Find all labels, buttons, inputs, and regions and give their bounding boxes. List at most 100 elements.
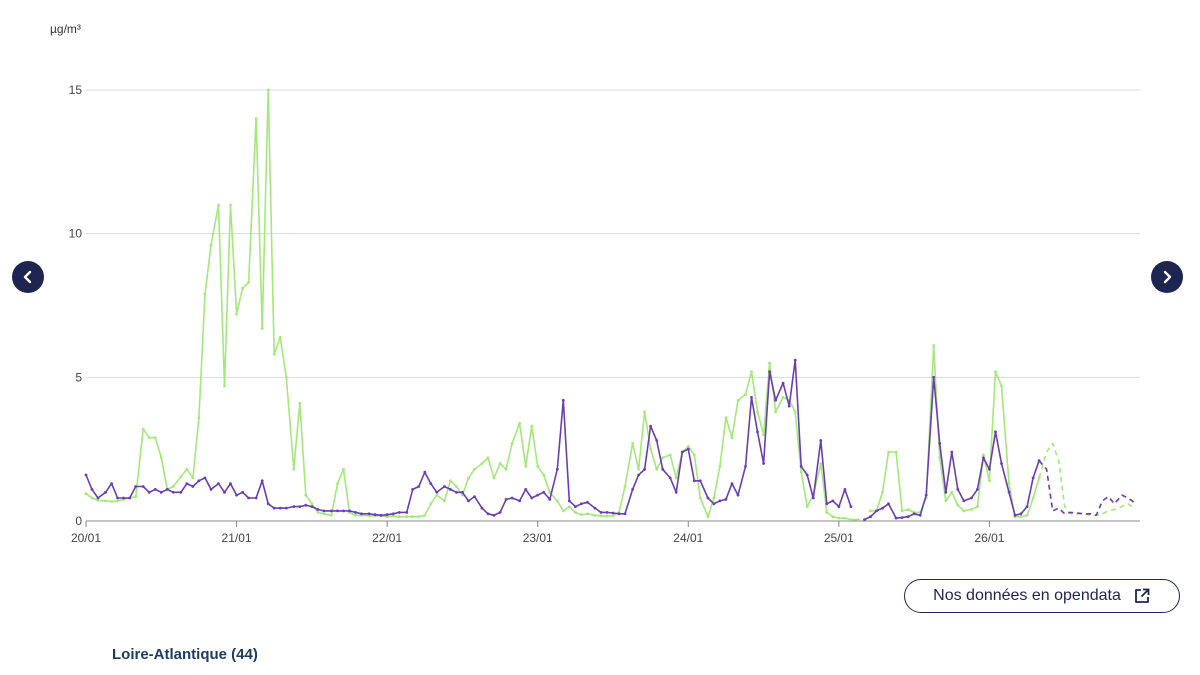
- data-point: [147, 490, 151, 494]
- data-point: [310, 505, 314, 508]
- data-point: [455, 490, 458, 494]
- data-point: [272, 352, 276, 356]
- previous-button[interactable]: [12, 261, 44, 293]
- opendata-button[interactable]: Nos données en opendata: [904, 579, 1180, 613]
- data-point: [555, 467, 559, 471]
- data-point: [153, 488, 157, 491]
- data-point: [504, 498, 508, 501]
- data-point: [272, 506, 276, 510]
- data-point: [128, 496, 132, 500]
- data-point: [994, 370, 997, 373]
- data-point: [938, 456, 942, 460]
- data-point: [736, 398, 740, 402]
- data-point: [994, 430, 997, 434]
- data-point: [411, 515, 415, 519]
- data-point: [686, 447, 690, 451]
- data-point: [542, 473, 546, 477]
- data-point: [254, 117, 258, 121]
- data-point: [661, 467, 665, 471]
- data-point: [298, 505, 302, 508]
- data-point: [580, 502, 583, 506]
- data-point: [837, 505, 841, 508]
- data-point: [449, 479, 452, 483]
- chevron-left-icon: [23, 270, 32, 284]
- data-point: [90, 496, 94, 500]
- data-point: [649, 447, 652, 451]
- data-point: [1019, 512, 1023, 516]
- data-point: [336, 482, 339, 485]
- data-point: [367, 514, 371, 518]
- data-point: [857, 518, 860, 521]
- data-point: [793, 410, 797, 414]
- data-point: [774, 398, 777, 402]
- data-point: [924, 493, 928, 497]
- data-point: [744, 393, 747, 396]
- data-point: [623, 485, 627, 488]
- data-point: [567, 499, 571, 503]
- data-point: [912, 512, 916, 516]
- data-point: [191, 485, 195, 488]
- data-point: [944, 499, 948, 503]
- data-point: [342, 509, 345, 513]
- data-point: [330, 509, 333, 513]
- data-point: [793, 358, 797, 362]
- data-point: [536, 465, 540, 468]
- data-point: [260, 327, 264, 330]
- data-point: [492, 476, 496, 480]
- data-point: [1037, 476, 1041, 480]
- data-point: [391, 512, 395, 516]
- data-point: [435, 490, 439, 494]
- data-point: [718, 465, 722, 468]
- data-point: [203, 476, 207, 480]
- data-point: [397, 515, 401, 519]
- data-point: [938, 442, 942, 445]
- data-point: [962, 499, 966, 503]
- data-point: [881, 506, 884, 510]
- data-point: [875, 509, 878, 513]
- data-point: [217, 203, 220, 207]
- data-point: [141, 485, 145, 488]
- data-point: [950, 450, 954, 454]
- data-point: [918, 513, 922, 517]
- data-point: [235, 312, 239, 316]
- data-point: [805, 473, 809, 477]
- data-point: [385, 515, 389, 519]
- next-button[interactable]: [1151, 261, 1183, 293]
- data-point: [692, 453, 696, 457]
- data-point: [944, 490, 948, 494]
- data-point: [443, 499, 446, 503]
- data-point: [1000, 384, 1003, 388]
- data-point: [799, 470, 803, 474]
- data-point: [197, 479, 201, 483]
- data-point: [90, 488, 94, 491]
- data-point: [486, 512, 490, 516]
- data-point: [292, 467, 296, 471]
- data-point: [831, 515, 835, 519]
- data-point: [284, 506, 288, 510]
- data-point: [849, 518, 853, 521]
- data-point: [165, 488, 169, 491]
- data-point: [104, 499, 107, 503]
- data-point: [391, 514, 395, 518]
- data-point: [524, 465, 528, 468]
- data-point: [191, 476, 195, 480]
- series-line-1: [85, 359, 1040, 521]
- data-point: [756, 410, 759, 414]
- data-point: [605, 511, 609, 514]
- data-point: [956, 488, 960, 491]
- y-tick-label: 15: [69, 83, 83, 97]
- data-point: [825, 502, 829, 506]
- data-point: [518, 499, 521, 503]
- chevron-right-icon: [1163, 270, 1172, 284]
- series-lines: [84, 88, 1135, 521]
- data-point: [379, 513, 383, 517]
- data-point: [567, 505, 571, 508]
- data-point: [982, 453, 985, 457]
- data-point: [1037, 459, 1041, 463]
- data-point: [241, 490, 245, 494]
- data-point: [116, 496, 119, 500]
- data-point: [1031, 476, 1035, 480]
- data-point: [668, 453, 672, 457]
- data-point: [411, 488, 415, 491]
- data-point: [405, 511, 409, 514]
